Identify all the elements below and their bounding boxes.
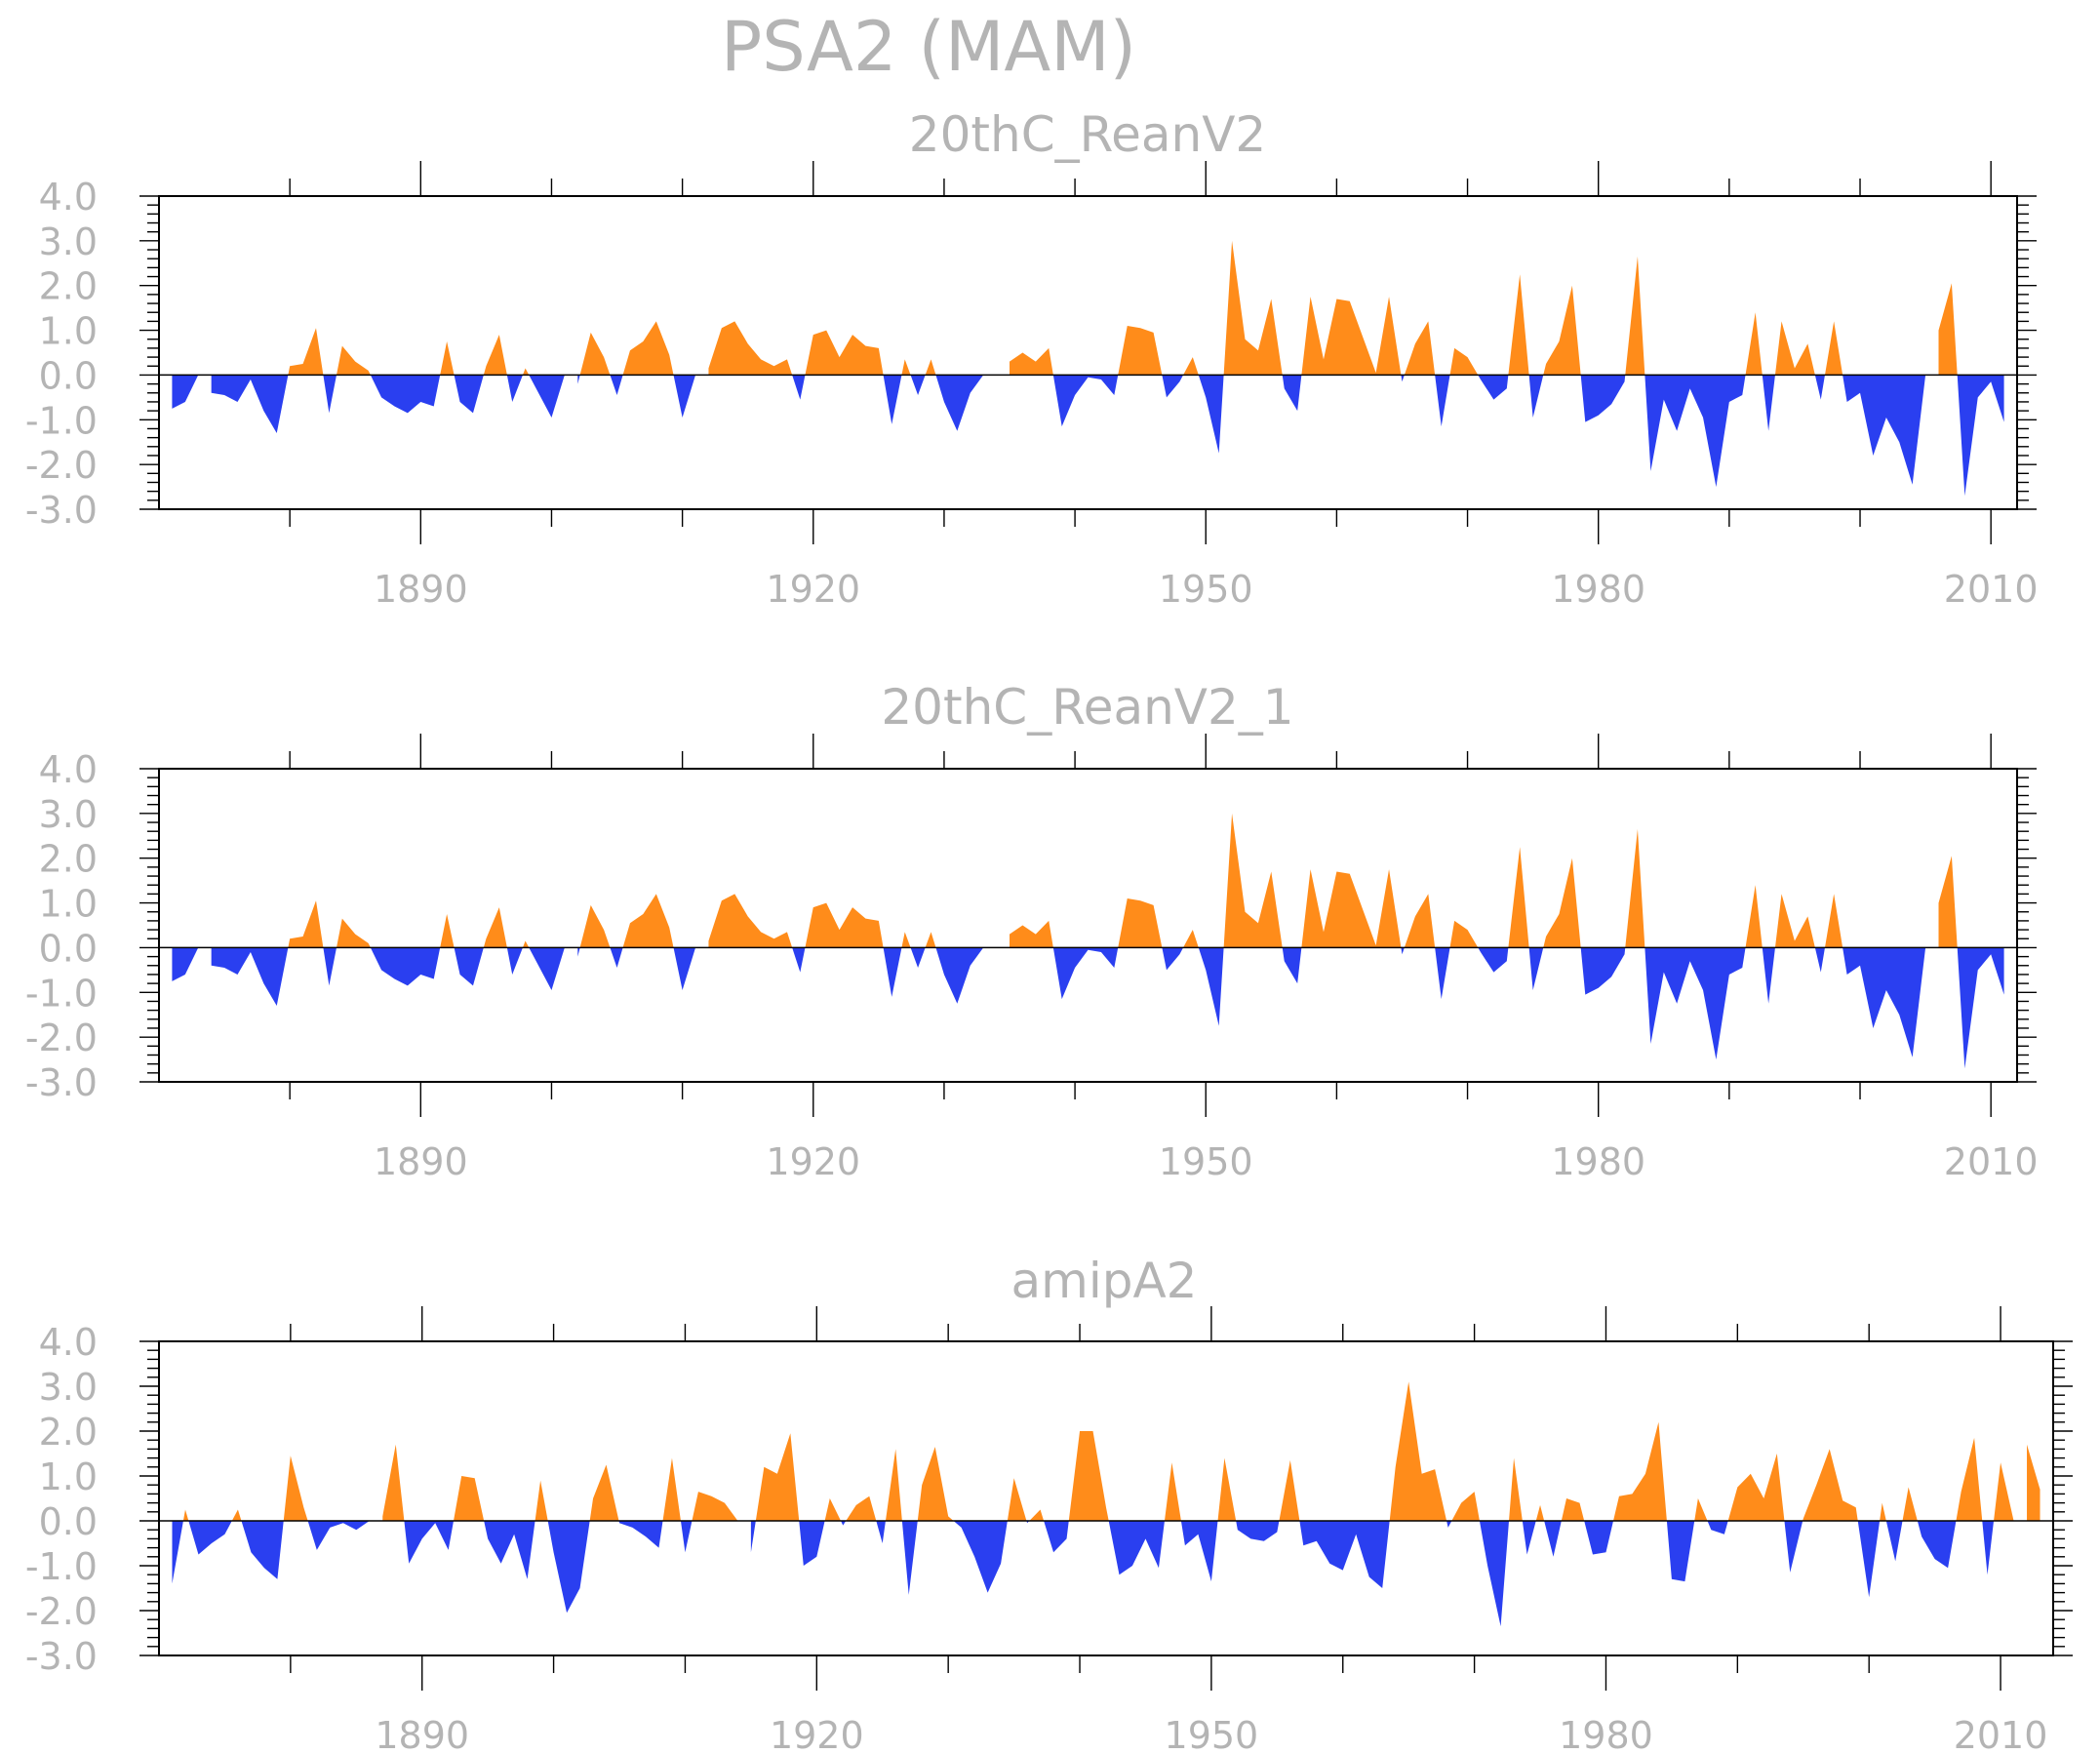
y-tick-label: 2.0 bbox=[39, 1411, 98, 1454]
y-tick-label: 3.0 bbox=[39, 793, 98, 836]
series-area-negative bbox=[172, 947, 2004, 1069]
x-tick-label: 1950 bbox=[1159, 568, 1253, 611]
series-area-positive bbox=[182, 1381, 2041, 1521]
figure-title: PSA2 (MAM) bbox=[721, 7, 1136, 87]
x-tick-label: 2010 bbox=[1944, 1140, 2039, 1183]
series-area-positive bbox=[288, 813, 1958, 948]
y-tick-label: 1.0 bbox=[39, 883, 98, 926]
y-tick-label: -3.0 bbox=[25, 1635, 98, 1678]
y-tick-label: -2.0 bbox=[25, 1017, 98, 1059]
plot-frame bbox=[158, 1340, 2054, 1656]
x-tick-label: 1950 bbox=[1165, 1714, 1259, 1754]
y-tick-label: 0.0 bbox=[39, 927, 98, 970]
y-tick-label: -3.0 bbox=[25, 1061, 98, 1104]
plot-frame bbox=[158, 768, 2018, 1083]
x-tick-label: 1950 bbox=[1159, 1140, 1253, 1183]
series-area-negative bbox=[172, 1521, 1995, 1627]
x-tick-label: 1980 bbox=[1551, 568, 1645, 611]
x-tick-label: 1920 bbox=[770, 1714, 864, 1754]
y-tick-label: 4.0 bbox=[39, 176, 98, 219]
x-tick-label: 2010 bbox=[1954, 1714, 2048, 1754]
y-tick-label: 1.0 bbox=[39, 310, 98, 353]
x-tick-label: 2010 bbox=[1944, 568, 2039, 611]
x-tick-label: 1890 bbox=[374, 1140, 468, 1183]
panel-20thc-reanv2-1: 20thC_ReanV2_1 4.03.02.01.00.0-1.0-2.0-3… bbox=[25, 679, 2039, 1183]
y-tick-label: -1.0 bbox=[25, 1545, 98, 1588]
x-tick-label: 1890 bbox=[375, 1714, 469, 1754]
x-tick-label: 1980 bbox=[1559, 1714, 1653, 1754]
x-tick-label: 1890 bbox=[374, 568, 468, 611]
y-tick-label: -1.0 bbox=[25, 972, 98, 1015]
panel-title: amipA2 bbox=[1011, 1253, 1198, 1309]
y-tick-label: -3.0 bbox=[25, 489, 98, 532]
panel-amipa2: amipA2 4.03.02.01.00.0-1.0-2.0-3.0 1890 19… bbox=[25, 1253, 2073, 1754]
y-tick-label: 0.0 bbox=[39, 354, 98, 397]
x-tick-label: 1980 bbox=[1551, 1140, 1645, 1183]
y-tick-label: -2.0 bbox=[25, 1590, 98, 1633]
plot-frame bbox=[158, 195, 2018, 510]
y-tick-label: 4.0 bbox=[39, 1321, 98, 1364]
y-tick-label: 4.0 bbox=[39, 748, 98, 791]
y-tick-label: 1.0 bbox=[39, 1455, 98, 1498]
x-tick-label: 1920 bbox=[766, 568, 860, 611]
x-tick-label: 1920 bbox=[766, 1140, 860, 1183]
y-tick-label: -2.0 bbox=[25, 444, 98, 487]
y-tick-label: 3.0 bbox=[39, 220, 98, 263]
series-area-negative bbox=[172, 375, 2004, 497]
panel-title: 20thC_ReanV2_1 bbox=[881, 679, 1293, 736]
y-tick-label: -1.0 bbox=[25, 399, 98, 442]
y-tick-label: 2.0 bbox=[39, 265, 98, 308]
y-tick-label: 2.0 bbox=[39, 838, 98, 881]
series-area-positive bbox=[288, 240, 1958, 376]
y-tick-label: 3.0 bbox=[39, 1366, 98, 1409]
panel-20thc-reanv2: 20thC_ReanV2 4.03.02.01.00.0-1.0-2.0-3.0… bbox=[25, 106, 2039, 611]
panel-title: 20thC_ReanV2 bbox=[909, 106, 1266, 163]
y-tick-label: 0.0 bbox=[39, 1500, 98, 1543]
